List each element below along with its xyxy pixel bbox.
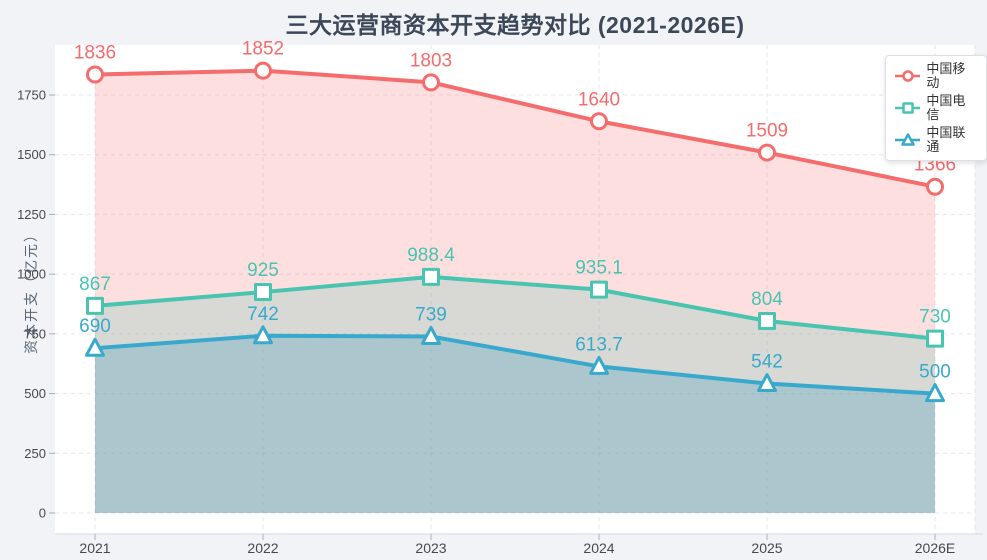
data-label: 690 — [79, 316, 111, 337]
data-label: 1640 — [578, 89, 620, 110]
y-tick-label: 0 — [39, 506, 46, 521]
plot-area — [55, 45, 975, 534]
series-0-marker[interactable] — [590, 112, 608, 131]
x-tick-label: 2025 — [751, 540, 782, 556]
y-tick-label: 1000 — [17, 267, 46, 282]
series-1-marker[interactable] — [422, 267, 440, 286]
y-tick-label: 1250 — [17, 207, 46, 222]
series-2-marker[interactable] — [253, 325, 273, 345]
data-label: 613.7 — [575, 334, 623, 355]
series-2-marker[interactable] — [85, 337, 105, 357]
data-label: 988.4 — [407, 245, 455, 266]
y-tick-label: 250 — [24, 446, 46, 461]
legend-square-icon — [895, 102, 921, 114]
series-line-0 — [93, 68, 937, 189]
series-0-marker[interactable] — [86, 65, 104, 84]
data-label: 804 — [751, 289, 783, 310]
data-label: 935.1 — [575, 258, 623, 279]
x-tick-label: 2026E — [915, 540, 955, 556]
legend: 中国移动中国电信中国联通 — [885, 55, 987, 161]
series-area-0 — [95, 70, 935, 514]
data-label: 542 — [751, 352, 783, 373]
y-tick-label: 1750 — [17, 88, 46, 103]
series-0-marker[interactable] — [926, 177, 944, 196]
data-label: 925 — [247, 260, 279, 281]
x-tick-label: 2022 — [247, 540, 278, 556]
legend-item-0[interactable]: 中国移动 — [895, 62, 977, 90]
data-label: 867 — [79, 274, 111, 295]
series-1-marker[interactable] — [926, 329, 944, 348]
legend-item-1[interactable]: 中国电信 — [895, 94, 977, 122]
data-label: 730 — [919, 307, 951, 328]
legend-circle-icon — [895, 70, 921, 82]
series-1-marker[interactable] — [254, 283, 272, 302]
y-tick-label: 500 — [24, 386, 46, 401]
data-label: 1852 — [242, 39, 284, 60]
data-label: 742 — [247, 304, 279, 325]
series-1-marker[interactable] — [86, 296, 104, 315]
data-label: 1836 — [74, 42, 116, 63]
series-0-marker[interactable] — [254, 61, 272, 80]
series-0-marker[interactable] — [758, 143, 776, 162]
legend-label: 中国联通 — [926, 125, 966, 154]
series-1-marker[interactable] — [590, 280, 608, 299]
data-label: 739 — [415, 304, 447, 325]
series-line-1 — [93, 274, 937, 341]
legend-label: 中国移动 — [926, 61, 966, 90]
series-1-marker[interactable] — [758, 311, 776, 330]
data-label: 500 — [919, 362, 951, 383]
legend-item-2[interactable]: 中国联通 — [895, 126, 977, 154]
x-tick-label: 2023 — [415, 540, 446, 556]
series-2-marker[interactable] — [925, 383, 945, 403]
y-tick-label: 750 — [24, 326, 46, 341]
series-2-marker[interactable] — [757, 373, 777, 393]
x-tick-label: 2021 — [79, 540, 110, 556]
series-2-marker[interactable] — [589, 355, 609, 375]
legend-label: 中国电信 — [926, 93, 966, 122]
y-tick-label: 1500 — [17, 147, 46, 162]
series-line-2 — [93, 333, 937, 396]
series-2-marker[interactable] — [421, 325, 441, 345]
series-0-marker[interactable] — [422, 73, 440, 92]
x-tick-label: 2024 — [583, 540, 614, 556]
legend-triangle-icon — [895, 133, 921, 146]
chart-title: 三大运营商资本开支趋势对比 (2021-2026E) — [285, 12, 745, 38]
data-label: 1803 — [410, 50, 452, 71]
data-label: 1509 — [746, 121, 788, 142]
